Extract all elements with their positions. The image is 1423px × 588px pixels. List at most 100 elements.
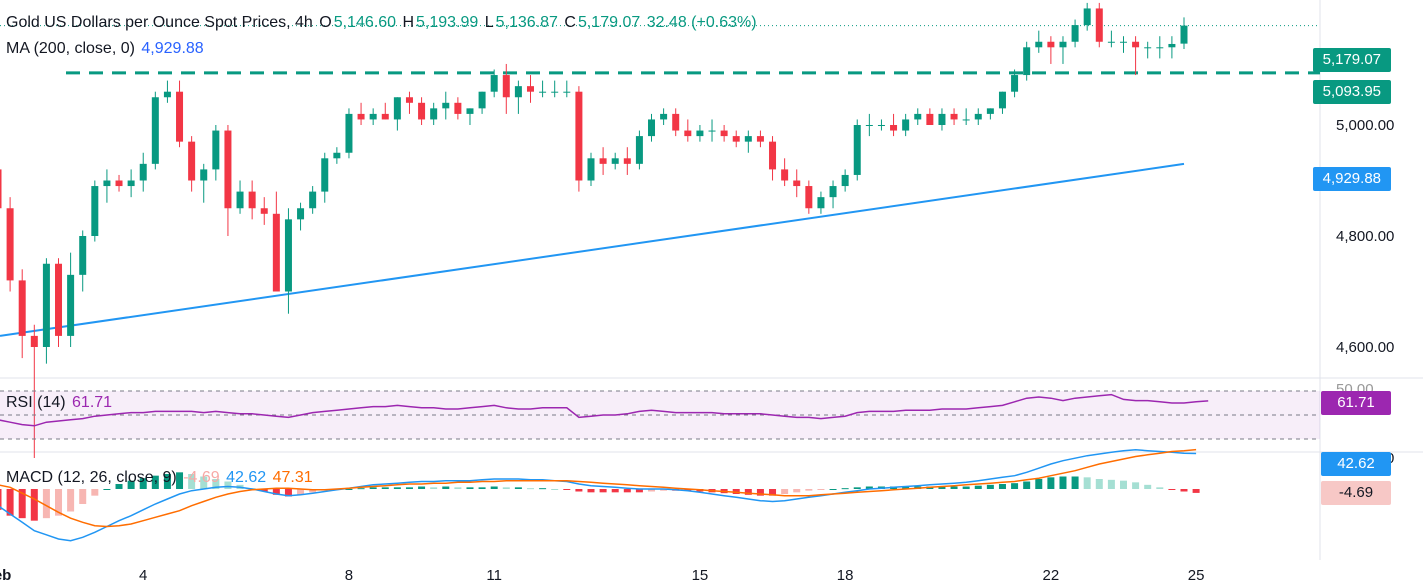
candle-body — [853, 125, 861, 175]
candle-body — [200, 169, 208, 181]
symbol-title: Gold US Dollars per Ounce Spot Prices, 4… — [6, 14, 313, 31]
macd-hist-bar — [781, 489, 789, 494]
macd-hist-bar — [260, 489, 268, 492]
candle-body — [333, 152, 341, 159]
candle-body — [430, 108, 438, 120]
macd-hist-bar — [1095, 479, 1103, 489]
candle-body — [890, 125, 898, 131]
macd-hist-bar — [853, 487, 861, 489]
macd-hist-bar — [1011, 483, 1019, 489]
macd-hist-bar — [1059, 476, 1067, 489]
macd-hist-bar — [393, 487, 401, 489]
macd-hist-bar — [587, 489, 595, 493]
candle-body — [393, 97, 401, 120]
candle-body — [1035, 41, 1043, 48]
macd-legend[interactable]: MACD (12, 26, close, 9) -4.69 42.62 47.3… — [6, 469, 315, 487]
macd-hist-bar — [224, 481, 232, 489]
candle-body — [805, 186, 813, 209]
candle-body — [1071, 25, 1079, 42]
candle-body — [1132, 41, 1140, 48]
candle-body — [575, 91, 583, 181]
candle-body — [551, 91, 559, 93]
macd-hist-bar — [55, 489, 63, 516]
candle-body — [490, 75, 498, 92]
candle-body — [418, 102, 426, 120]
macd-hist-bar — [418, 486, 426, 489]
candle-body — [817, 197, 825, 209]
candle-body — [163, 91, 171, 98]
candle-body — [696, 130, 704, 137]
macd-axis-label: 42.62 — [1321, 452, 1391, 476]
macd-hist-bar — [212, 479, 220, 489]
candle-body — [926, 113, 934, 125]
candle-body — [1083, 8, 1091, 26]
macd-hist-bar — [1107, 479, 1115, 489]
macd-hist-bar — [1156, 487, 1164, 489]
x-tick-label: 11 — [486, 567, 502, 584]
candle-body — [539, 91, 547, 93]
y-tick-label: 5,000.00 — [1336, 117, 1394, 134]
open-key: O — [319, 14, 332, 31]
ma-200-line — [0, 162, 1185, 337]
macd-hist-bar — [732, 489, 740, 494]
macd-signal-value: 47.31 — [272, 469, 313, 486]
macd-hist-bar — [67, 489, 75, 512]
macd-hist-bar — [648, 489, 656, 492]
candle-body — [224, 130, 232, 209]
macd-hist-bar — [551, 489, 559, 490]
candle-body — [297, 208, 305, 220]
candle-body — [284, 219, 292, 292]
macd-hist-bar — [1119, 480, 1127, 489]
last-price-label: 5,179.07 — [1312, 48, 1391, 72]
candle-body — [188, 141, 196, 181]
macd-label: MACD (12, 26, close, 9) — [6, 469, 177, 486]
ma-legend[interactable]: MA (200, close, 0) 4,929.88 — [6, 40, 206, 58]
macd-hist-value: -4.69 — [183, 469, 220, 486]
candle-body — [176, 91, 184, 142]
candle-body — [369, 113, 377, 120]
macd-hist-bar — [902, 486, 910, 489]
macd-hist-bar — [1083, 477, 1091, 489]
candle-body — [829, 186, 837, 198]
macd-hist-bar — [442, 486, 450, 489]
ma-price-label: 4,929.88 — [1312, 167, 1391, 191]
macd-hist-axis-label: -4.69 — [1321, 481, 1391, 505]
candle-body — [1144, 47, 1152, 49]
rsi-legend[interactable]: RSI (14) 61.71 — [6, 394, 114, 412]
macd-hist-bar — [684, 489, 692, 491]
macd-hist-bar — [1144, 484, 1152, 489]
candle-body — [478, 91, 486, 109]
candle-body — [974, 113, 982, 120]
low-key: L — [484, 14, 494, 31]
candle-body — [151, 97, 159, 164]
macd-hist-bar — [369, 487, 377, 489]
candle-body — [1168, 43, 1176, 48]
candle-body — [345, 113, 353, 153]
candle-body — [1023, 47, 1031, 76]
candle-body — [502, 75, 510, 98]
rsi-value: 61.71 — [72, 394, 113, 411]
candle-body — [962, 119, 970, 121]
candle-body — [1095, 8, 1103, 42]
macd-hist-bar — [950, 486, 958, 489]
close-value: 5,179.07 — [577, 14, 641, 31]
macd-hist-bar — [1168, 489, 1176, 490]
macd-hist-bar — [514, 487, 522, 489]
macd-hist-bar — [1192, 489, 1200, 493]
x-tick-label: 4 — [139, 567, 147, 584]
macd-hist-bar — [793, 489, 801, 493]
macd-hist-bar — [42, 489, 50, 519]
candle-body — [103, 180, 111, 187]
rsi-axis-label: 61.71 — [1321, 391, 1391, 415]
candle-body — [1059, 41, 1067, 48]
candle-body — [1011, 75, 1019, 92]
macd-hist-bar — [478, 487, 486, 489]
ma-label: MA (200, close, 0) — [6, 40, 135, 57]
macd-hist-bar — [272, 489, 280, 495]
macd-hist-bar — [1047, 477, 1055, 489]
x-tick-label: 25 — [1188, 567, 1205, 584]
candle-body — [1119, 41, 1127, 43]
macd-hist-bar — [635, 489, 643, 493]
candle-body — [79, 236, 87, 275]
